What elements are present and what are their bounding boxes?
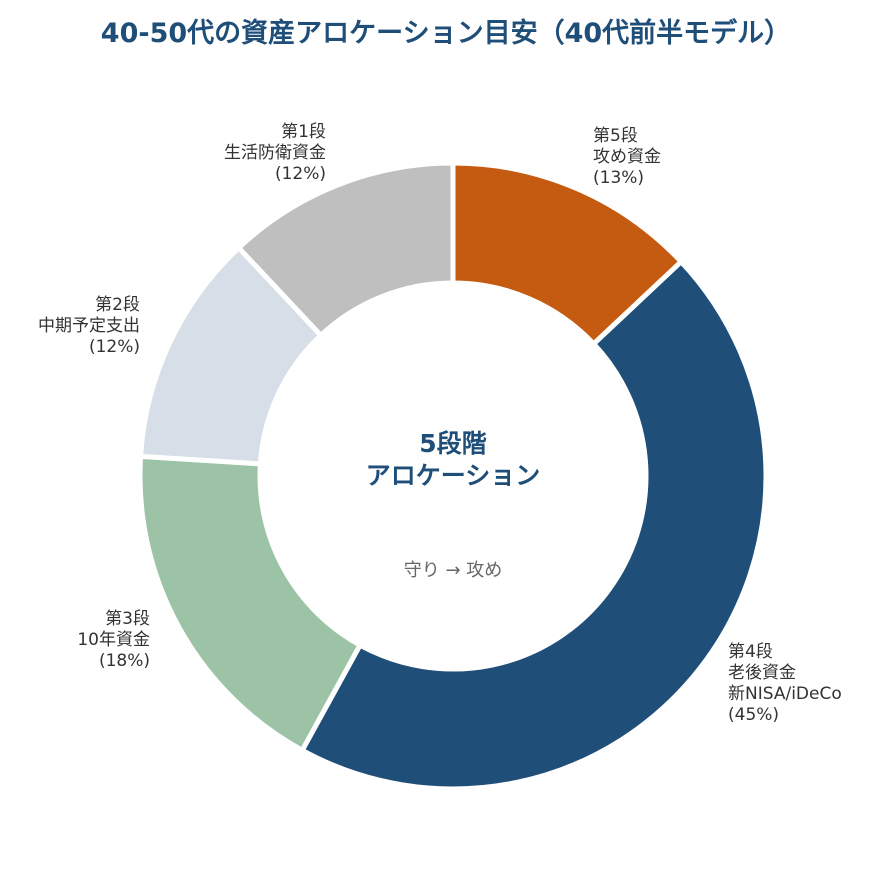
label-stage: 第3段 xyxy=(105,609,150,629)
label-name-line: 老後資金 xyxy=(728,663,796,683)
label-name-line: 10年資金 xyxy=(77,630,150,650)
label-name-line: 中期予定支出 xyxy=(38,316,140,336)
chart-title: 40-50代の資産アロケーション目安（40代前半モデル） xyxy=(101,17,791,49)
label-stage: 第4段 xyxy=(728,642,773,662)
label-percent: (18%) xyxy=(99,651,150,671)
label-name-line: 攻め資金 xyxy=(593,147,661,167)
slice-stage-3 xyxy=(137,453,364,754)
label-percent: (12%) xyxy=(275,164,326,184)
slice-stage-1 xyxy=(235,160,456,339)
label-stage: 第2段 xyxy=(95,295,140,315)
label-stage: 第5段 xyxy=(593,126,638,146)
label-name-line: 新NISA/iDeCo xyxy=(728,684,842,704)
slices-layer xyxy=(137,160,769,792)
center-label: 5段階 アロケーション 守り → 攻め xyxy=(366,429,541,581)
center-subtitle: 守り → 攻め xyxy=(404,560,503,581)
center-title-line-1: 5段階 xyxy=(419,429,486,458)
label-stage: 第1段 xyxy=(281,122,326,142)
label-percent: (45%) xyxy=(728,705,779,725)
label-percent: (13%) xyxy=(593,168,644,188)
center-title-line-2: アロケーション xyxy=(366,461,541,490)
label-percent: (12%) xyxy=(89,337,140,357)
label-name-line: 生活防衛資金 xyxy=(224,143,326,163)
slice-stage-4 xyxy=(298,258,769,792)
